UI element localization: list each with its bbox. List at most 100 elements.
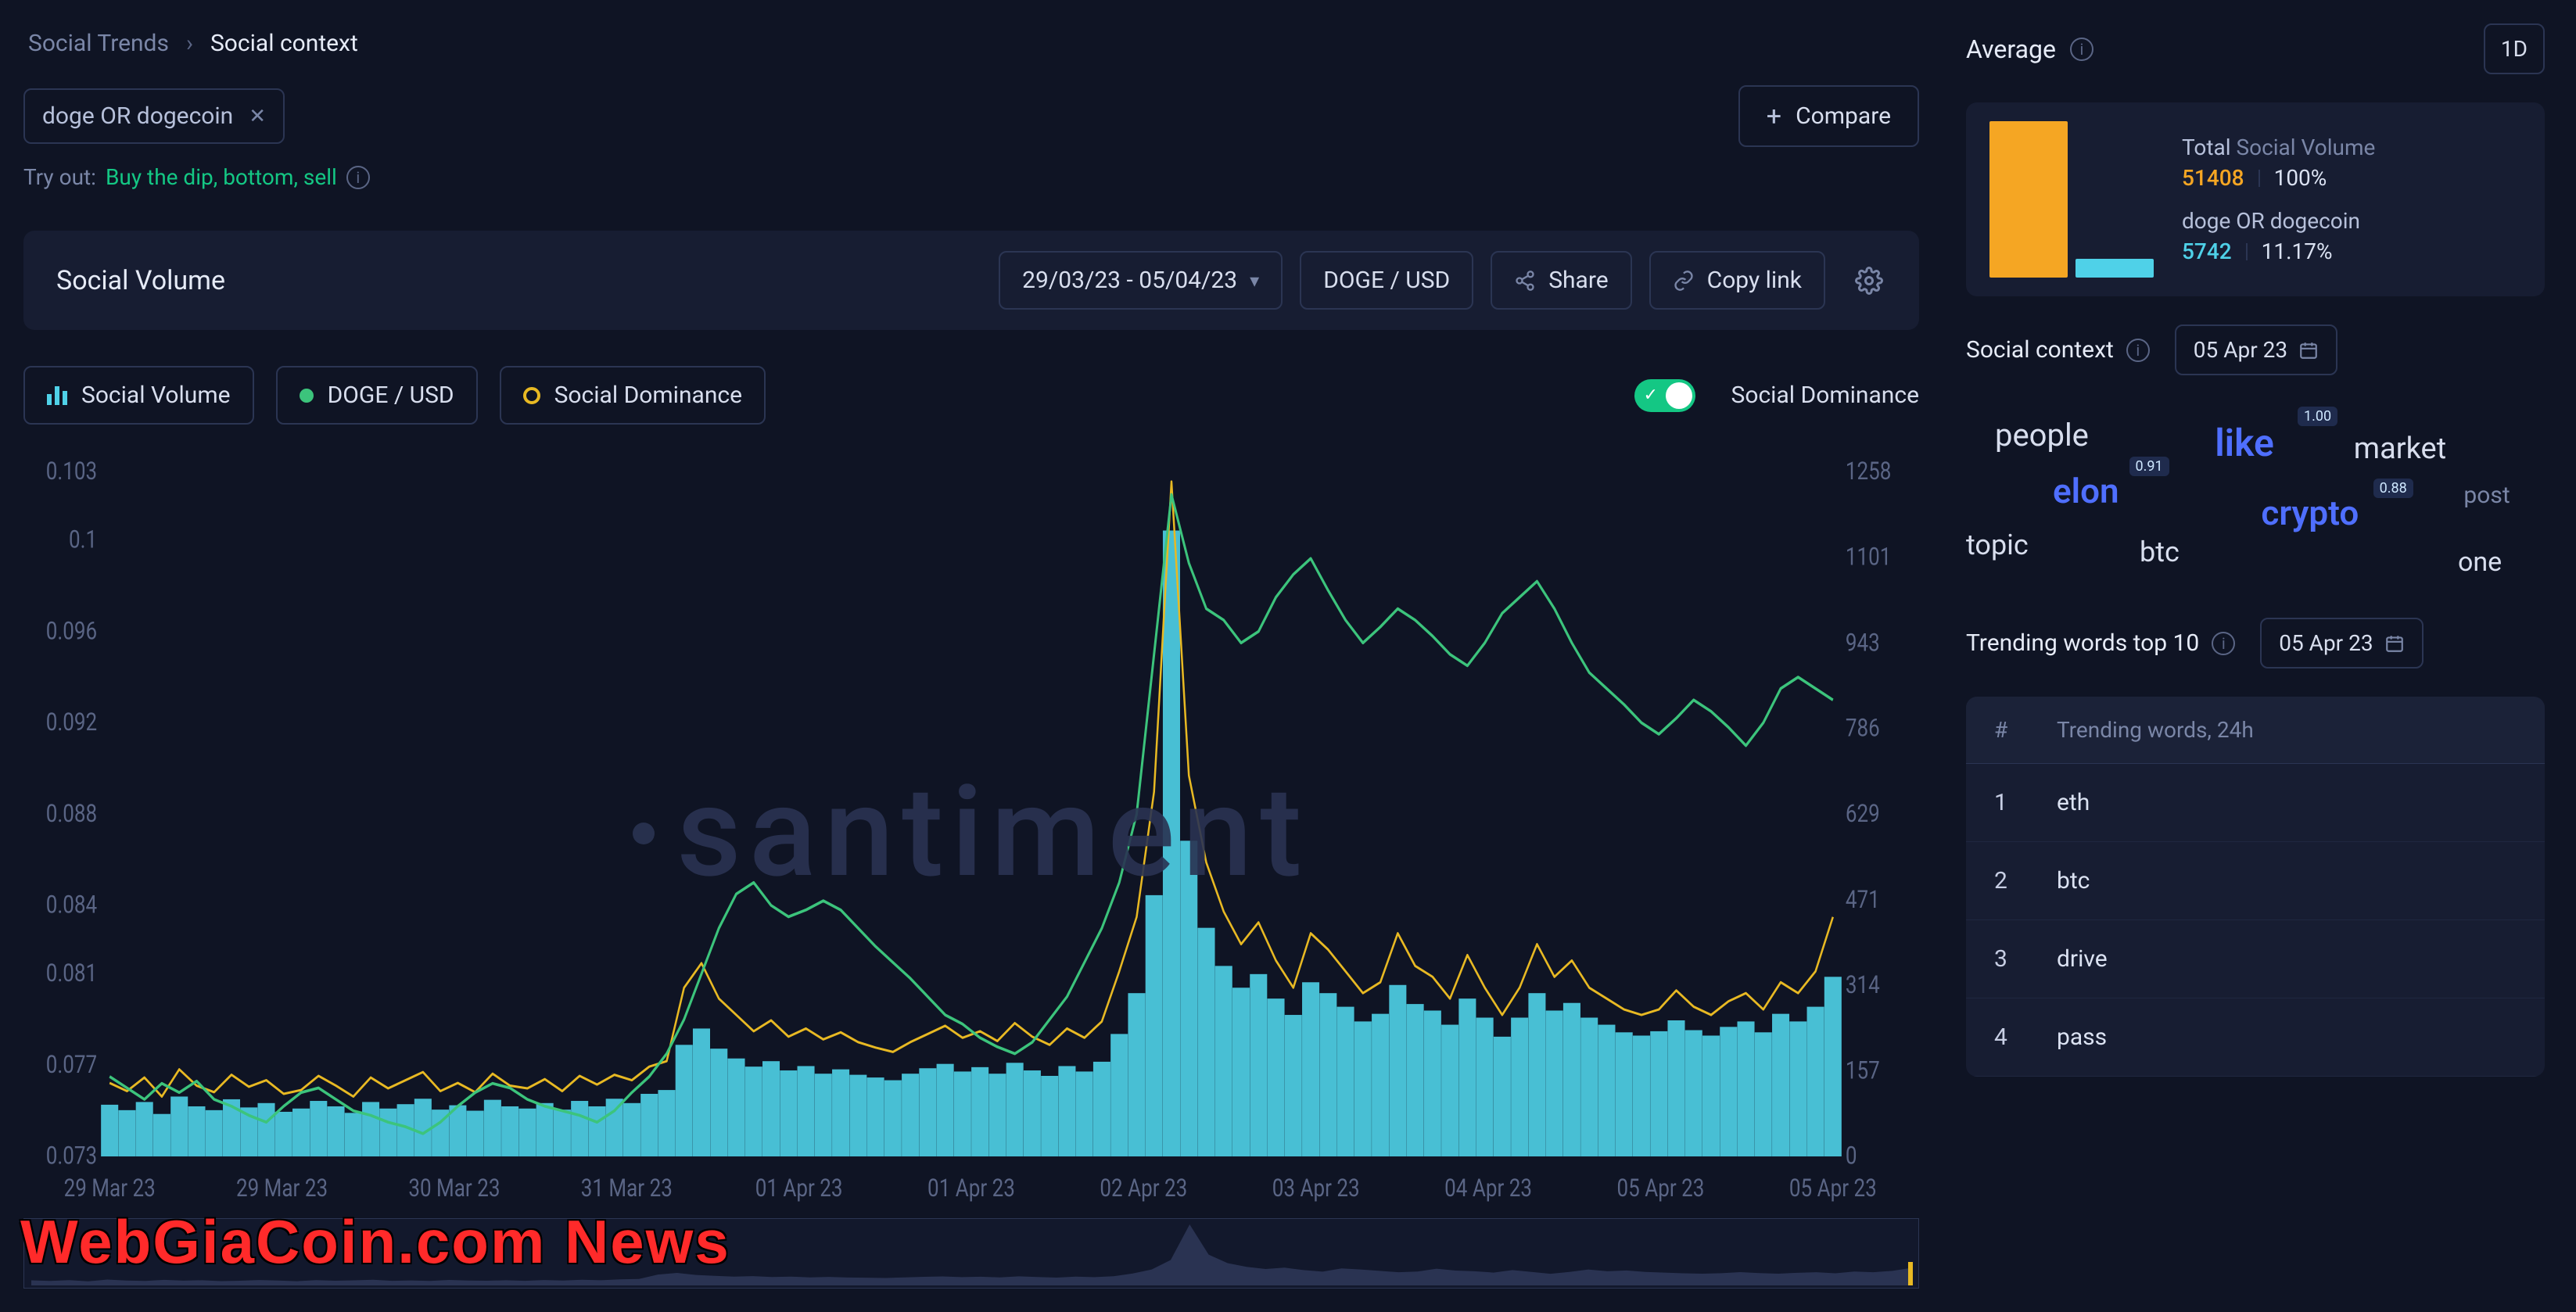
wordcloud-word[interactable]: one (2458, 547, 2502, 578)
wordcloud-word[interactable]: btc (2140, 536, 2180, 568)
search-chip[interactable]: doge OR dogecoin ✕ (23, 88, 285, 144)
total-value: 51408 (2182, 165, 2244, 191)
total-pct: 100% (2274, 165, 2327, 191)
settings-button[interactable] (1842, 256, 1896, 306)
svg-text:471: 471 (1846, 886, 1880, 915)
chart-toolbar: Social Volume 29/03/23 - 05/04/23 ▾ DOGE… (23, 231, 1919, 330)
svg-text:31 Mar 23: 31 Mar 23 (581, 1174, 673, 1203)
share-button[interactable]: Share (1491, 251, 1631, 310)
svg-text:0.081: 0.081 (46, 959, 97, 988)
svg-text:29 Mar 23: 29 Mar 23 (236, 1174, 328, 1203)
trending-title: Trending words top 10 (1966, 629, 2199, 657)
tryout-suggestion-link[interactable]: Buy the dip, bottom, sell (106, 164, 337, 190)
timeframe-select[interactable]: 1D (2484, 23, 2545, 74)
copy-link-label: Copy link (1707, 267, 1802, 294)
svg-text:01 Apr 23: 01 Apr 23 (927, 1174, 1015, 1203)
date-range-label: 29/03/23 - 05/04/23 (1022, 267, 1237, 294)
trending-date-select[interactable]: 05 Apr 23 (2260, 618, 2423, 669)
trending-header: Trending words top 10 i 05 Apr 23 (1966, 618, 2545, 669)
metric-label: DOGE / USD (328, 382, 454, 409)
pair-select[interactable]: DOGE / USD (1300, 251, 1473, 310)
pair-label: DOGE / USD (1323, 267, 1450, 294)
date-label: 05 Apr 23 (2279, 630, 2373, 656)
query-pct: 11.17% (2262, 238, 2333, 264)
query-label: doge OR dogecoin (2182, 208, 2375, 234)
social-dominance-toggle[interactable]: ✓ (1634, 379, 1695, 412)
svg-text:0.088: 0.088 (46, 800, 97, 829)
wordcloud-word[interactable]: like (2215, 421, 2274, 465)
wordcloud-word[interactable]: topic (1966, 529, 2029, 561)
wordcloud-word[interactable]: crypto (2261, 493, 2359, 533)
cell-word: pass (2057, 1023, 2107, 1051)
col-rank: # (1994, 717, 2057, 743)
table-row[interactable]: 4pass (1966, 998, 2545, 1077)
main-chart[interactable]: 0.0730.0770.0810.0840.0880.0920.0960.10.… (23, 453, 1919, 1213)
svg-text:0.073: 0.073 (46, 1142, 97, 1170)
svg-text:0.1: 0.1 (69, 525, 97, 554)
brush-chart[interactable] (23, 1218, 1919, 1289)
wordcloud-word[interactable]: elon (2053, 471, 2119, 511)
metric-price[interactable]: DOGE / USD (276, 366, 478, 425)
check-icon: ✓ (1644, 385, 1658, 405)
close-icon[interactable]: ✕ (249, 105, 266, 128)
breadcrumb-root[interactable]: Social Trends (28, 30, 169, 57)
info-icon[interactable]: i (346, 166, 370, 189)
metric-social-dominance[interactable]: Social Dominance (500, 366, 766, 425)
svg-text:0.096: 0.096 (46, 617, 97, 646)
metric-social-volume[interactable]: Social Volume (23, 366, 254, 425)
search-row: doge OR dogecoin ✕ + Compare (23, 85, 1919, 147)
chevron-right-icon: › (186, 30, 193, 57)
breadcrumb-current: Social context (210, 30, 358, 57)
wordcloud-word[interactable]: post (2463, 482, 2510, 509)
share-label: Share (1548, 267, 1608, 294)
date-range-select[interactable]: 29/03/23 - 05/04/23 ▾ (999, 251, 1283, 310)
info-icon[interactable]: i (2126, 339, 2150, 362)
info-icon[interactable]: i (2070, 38, 2093, 61)
col-word: Trending words, 24h (2057, 717, 2254, 743)
table-header: # Trending words, 24h (1966, 697, 2545, 764)
svg-text:05 Apr 23: 05 Apr 23 (1617, 1174, 1705, 1203)
cell-rank: 2 (1994, 867, 2057, 894)
svg-text:0.103: 0.103 (46, 457, 97, 486)
bar-total (1989, 121, 2068, 278)
chart-title: Social Volume (56, 265, 225, 296)
info-icon[interactable]: i (2212, 632, 2235, 655)
toggle-knob (1666, 382, 1692, 409)
tryout-hint: Try out: Buy the dip, bottom, sell i (23, 164, 1919, 190)
svg-text:157: 157 (1846, 1056, 1880, 1085)
table-row[interactable]: 2btc (1966, 842, 2545, 920)
average-card: Total Social Volume 51408 100% doge OR d… (1966, 102, 2545, 296)
wordcloud-word[interactable]: market (2354, 432, 2446, 466)
svg-text:629: 629 (1846, 800, 1880, 829)
cell-word: eth (2057, 789, 2090, 816)
breadcrumb: Social Trends › Social context (23, 23, 1919, 85)
plus-icon: + (1767, 103, 1781, 130)
svg-text:05 Apr 23: 05 Apr 23 (1789, 1174, 1877, 1203)
average-title: Average (1966, 34, 2056, 64)
compare-label: Compare (1796, 102, 1891, 130)
svg-text:0.084: 0.084 (46, 891, 97, 919)
metric-label: Social Volume (81, 382, 231, 409)
ring-icon (523, 387, 540, 404)
calendar-icon (2298, 340, 2319, 360)
total-label: Total Social Volume (2182, 134, 2375, 160)
wordcloud-badge: 0.91 (2129, 457, 2169, 476)
trending-table: # Trending words, 24h 1eth2btc3drive4pas… (1966, 697, 2545, 1077)
svg-text:29 Mar 23: 29 Mar 23 (64, 1174, 156, 1203)
svg-text:04 Apr 23: 04 Apr 23 (1444, 1174, 1532, 1203)
compare-button[interactable]: + Compare (1738, 85, 1919, 147)
copy-link-button[interactable]: Copy link (1649, 251, 1825, 310)
metric-chips-row: Social Volume DOGE / USD Social Dominanc… (23, 366, 1919, 425)
svg-text:786: 786 (1846, 714, 1880, 743)
toggle-label: Social Dominance (1731, 382, 1919, 409)
link-icon (1673, 270, 1695, 292)
wordcloud-word[interactable]: people (1995, 417, 2089, 453)
bar-query (2076, 259, 2154, 278)
svg-text:1101: 1101 (1846, 543, 1892, 572)
svg-text:01 Apr 23: 01 Apr 23 (755, 1174, 843, 1203)
social-context-date-select[interactable]: 05 Apr 23 (2175, 324, 2337, 375)
social-context-header: Social context i 05 Apr 23 (1966, 324, 2545, 375)
table-row[interactable]: 1eth (1966, 764, 2545, 842)
table-row[interactable]: 3drive (1966, 920, 2545, 998)
metric-label: Social Dominance (554, 382, 742, 409)
